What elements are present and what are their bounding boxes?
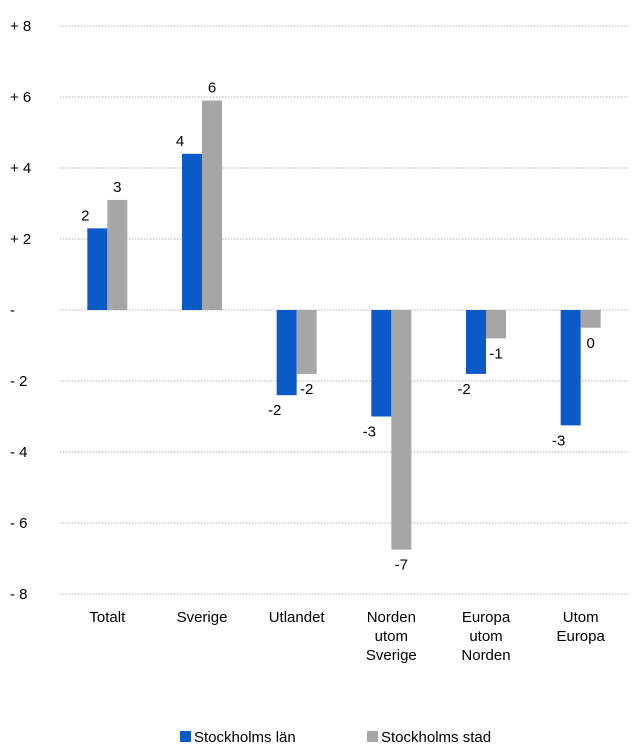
data-label: -3 — [552, 432, 565, 449]
bar-lan — [371, 310, 392, 417]
legend-label: Stockholms stad — [381, 729, 491, 746]
x-tick-label: Norden utom Sverige — [366, 609, 417, 664]
x-tick-label: Sverige — [177, 609, 228, 626]
legend-swatch — [180, 731, 191, 742]
y-tick-label: + 8 — [10, 18, 31, 35]
x-tick-label: Utlandet — [269, 609, 326, 626]
y-tick-label: + 6 — [10, 89, 31, 106]
bar-lan — [560, 310, 581, 426]
y-tick-label: - 8 — [10, 586, 28, 603]
bars — [87, 100, 601, 550]
bar-stad — [296, 310, 317, 374]
y-tick-label: + 4 — [10, 160, 31, 177]
bar-stad — [486, 310, 506, 339]
bar-stad — [391, 310, 412, 550]
bar-stad — [202, 100, 222, 310]
x-axis: Totalt Sverige Utlandet Norden utom Sverige Eu… — [89, 609, 605, 664]
y-axis: + 8 + 6 + 4 + 2 - - 2 - 4 - 6 - 8 — [10, 18, 31, 603]
data-label: -2 — [268, 402, 281, 419]
data-label: -2 — [457, 381, 470, 398]
x-tick-label: Totalt — [89, 609, 126, 626]
data-label: -1 — [489, 345, 502, 362]
data-label: 6 — [208, 80, 216, 97]
gridlines — [60, 25, 628, 595]
bar-stad — [107, 199, 128, 310]
data-labels: 2 3 4 6 -2 -2 -3 -7 -2 -1 -3 0 — [81, 80, 595, 574]
y-tick-label: - 2 — [10, 373, 28, 390]
bar-lan — [182, 153, 202, 310]
data-label: -3 — [363, 424, 376, 441]
y-tick-label: + 2 — [10, 231, 31, 248]
bar-lan — [466, 310, 486, 374]
data-label: 0 — [586, 335, 594, 352]
y-tick-label: - — [10, 302, 15, 319]
bar-lan — [276, 310, 297, 396]
data-label: 3 — [113, 179, 121, 196]
legend-item: Stockholms län — [180, 729, 296, 746]
bar-lan — [87, 228, 108, 310]
legend-label: Stockholms län — [194, 729, 296, 746]
y-tick-label: - 6 — [10, 515, 28, 532]
legend: Stockholms län Stockholms stad — [180, 729, 491, 746]
bar-stad — [580, 310, 601, 328]
x-tick-label: Europa utom Norden — [461, 609, 510, 664]
legend-swatch — [367, 731, 378, 742]
data-label: 4 — [176, 133, 184, 150]
y-tick-label: - 4 — [10, 444, 28, 461]
data-label: -7 — [395, 557, 408, 574]
data-label: -2 — [300, 381, 313, 398]
data-label: 2 — [81, 207, 89, 224]
legend-item: Stockholms stad — [367, 729, 491, 746]
x-tick-label: Utom Europa — [556, 609, 605, 645]
